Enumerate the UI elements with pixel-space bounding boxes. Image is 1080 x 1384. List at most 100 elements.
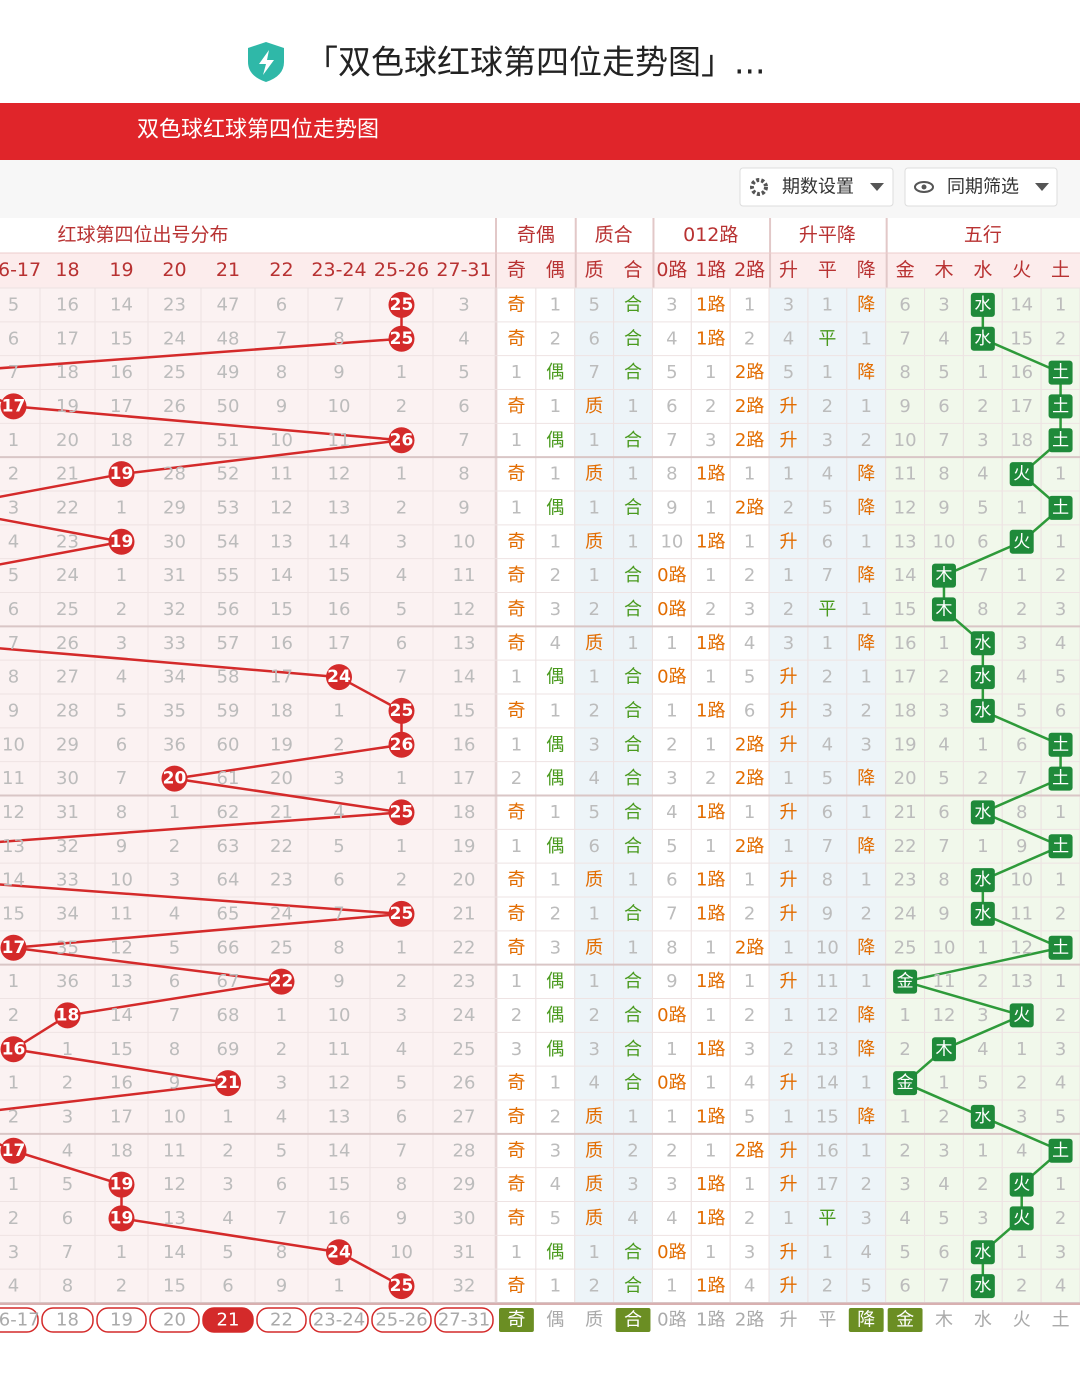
element-hit: 水	[974, 701, 991, 721]
miss-count: 4	[116, 667, 127, 688]
miss-count: 4	[899, 1208, 910, 1229]
footer-label[interactable]: 1路	[696, 1310, 725, 1331]
column-header: 水	[973, 259, 992, 281]
miss-count: 1	[550, 1073, 561, 1094]
footer-label[interactable]: 质	[585, 1310, 603, 1331]
miss-count: 10	[270, 430, 293, 451]
miss-count: 2	[396, 497, 407, 518]
miss-count: 2	[666, 734, 677, 755]
miss-count: 18	[1010, 430, 1033, 451]
hit-label: 2路	[735, 768, 764, 789]
miss-count: 5	[62, 1174, 73, 1195]
footer-label[interactable]: 19	[110, 1310, 133, 1331]
miss-count: 1	[550, 531, 561, 552]
footer-label[interactable]: 18	[56, 1310, 79, 1331]
hit-label: 偶	[546, 362, 564, 383]
miss-count: 2	[1055, 565, 1066, 586]
footer-label[interactable]: 25-26	[375, 1310, 427, 1331]
element-hit: 水	[974, 1276, 991, 1296]
miss-count: 13	[270, 531, 293, 552]
miss-count: 3	[511, 1039, 522, 1060]
footer-label[interactable]: 升	[780, 1310, 798, 1331]
miss-count: 17	[56, 328, 79, 349]
miss-count: 2	[977, 971, 988, 992]
miss-count: 2	[511, 1005, 522, 1026]
miss-count: 2	[744, 1005, 755, 1026]
footer-label[interactable]: 27-31	[438, 1310, 490, 1331]
miss-count: 4	[744, 1073, 755, 1094]
footer-label[interactable]: 偶	[546, 1310, 564, 1331]
footer-label[interactable]: 火	[1013, 1310, 1031, 1331]
miss-count: 2	[62, 1073, 73, 1094]
footer-label[interactable]: 降	[857, 1310, 875, 1331]
miss-count: 2	[116, 599, 127, 620]
footer-label[interactable]: 23-24	[313, 1310, 365, 1331]
miss-count: 5	[938, 362, 949, 383]
miss-count: 2	[550, 565, 561, 586]
miss-count: 4	[861, 1242, 872, 1263]
footer-label[interactable]: 2路	[735, 1310, 764, 1331]
miss-count: 2	[627, 1140, 638, 1161]
miss-count: 28	[453, 1140, 476, 1161]
footer-label[interactable]: 平	[818, 1310, 836, 1331]
miss-count: 6	[396, 633, 407, 654]
miss-count: 1	[550, 700, 561, 721]
miss-count: 1	[666, 633, 677, 654]
footer-label[interactable]: 0路	[657, 1310, 686, 1331]
miss-count: 27	[163, 430, 186, 451]
footer-label[interactable]: 21	[217, 1310, 240, 1331]
ball-number: 25	[390, 701, 414, 721]
footer-label[interactable]: 20	[163, 1310, 186, 1331]
miss-count: 7	[396, 667, 407, 688]
miss-count: 1	[861, 1073, 872, 1094]
footer-chip	[615, 1308, 651, 1332]
footer-label[interactable]: 奇	[507, 1310, 525, 1331]
period-button[interactable]	[739, 167, 894, 207]
miss-count: 3	[899, 1174, 910, 1195]
miss-count: 8	[62, 1276, 73, 1297]
miss-count: 5	[666, 362, 677, 383]
miss-count: 4	[977, 464, 988, 485]
miss-count: 3	[938, 1140, 949, 1161]
miss-count: 26	[163, 396, 186, 417]
footer-chip	[309, 1307, 369, 1333]
hit-label: 0路	[657, 1242, 686, 1263]
footer-label[interactable]: 土	[1052, 1310, 1070, 1331]
miss-count: 5	[822, 497, 833, 518]
footer-label[interactable]: 22	[270, 1310, 293, 1331]
group-header: 奇偶	[517, 224, 555, 246]
footer-label[interactable]: 合	[624, 1310, 642, 1331]
hit-label: 奇	[507, 396, 525, 417]
filter-button[interactable]	[904, 167, 1058, 207]
miss-count: 6	[822, 531, 833, 552]
miss-count: 34	[56, 903, 79, 924]
miss-count: 3	[977, 430, 988, 451]
ball-number: 25	[390, 1276, 414, 1296]
miss-count: 2	[861, 700, 872, 721]
miss-count: 47	[217, 294, 240, 315]
miss-count: 16	[328, 599, 351, 620]
hit-label: 奇	[507, 700, 525, 721]
element-hit: 水	[974, 1242, 991, 1262]
column-header: 19	[109, 259, 133, 281]
element-box	[1009, 1172, 1034, 1197]
miss-count: 7	[62, 1242, 73, 1263]
footer-label[interactable]: 16-17	[0, 1310, 40, 1331]
miss-count: 3	[977, 1208, 988, 1229]
hit-label: 合	[624, 599, 642, 620]
miss-count: 1	[783, 565, 794, 586]
miss-count: 1	[62, 1039, 73, 1060]
column-header: 金	[896, 259, 915, 281]
footer-label[interactable]: 木	[935, 1310, 953, 1331]
miss-count: 4	[396, 565, 407, 586]
ball	[388, 325, 415, 352]
miss-count: 7	[458, 430, 469, 451]
miss-count: 1	[169, 802, 180, 823]
footer-label[interactable]: 水	[974, 1310, 992, 1331]
element-box	[1048, 495, 1073, 520]
hit-label: 质	[585, 1140, 603, 1161]
footer-label[interactable]: 金	[896, 1310, 914, 1331]
hit-label: 质	[585, 937, 603, 958]
miss-count: 7	[333, 294, 344, 315]
miss-count: 2	[550, 328, 561, 349]
